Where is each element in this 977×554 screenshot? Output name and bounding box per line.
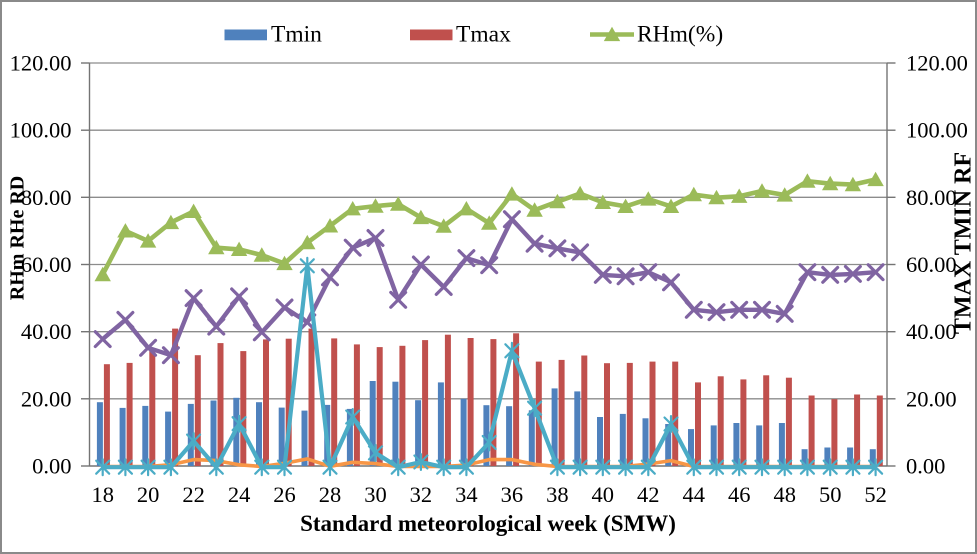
svg-text:20: 20 [137,482,160,507]
svg-text:50: 50 [819,482,842,507]
svg-text:24: 24 [228,482,251,507]
svg-text:60.00: 60.00 [906,252,957,277]
svg-text:38: 38 [546,482,569,507]
svg-text:40.00: 40.00 [906,319,957,344]
svg-text:0.00: 0.00 [32,454,71,479]
svg-text:Tmin: Tmin [271,22,322,48]
svg-text:0.00: 0.00 [906,454,945,479]
svg-text:TMAX TMIN RF: TMAX TMIN RF [951,152,977,334]
svg-text:26: 26 [273,482,296,507]
svg-text:32: 32 [410,482,433,507]
svg-text:RHm RHe RD: RHm RHe RD [7,176,29,300]
svg-text:40: 40 [592,482,615,507]
svg-text:100.00: 100.00 [906,118,968,143]
svg-text:42: 42 [637,482,660,507]
svg-text:100.00: 100.00 [10,118,72,143]
svg-text:20.00: 20.00 [906,386,957,411]
svg-text:120.00: 120.00 [906,51,968,76]
svg-text:Tmax: Tmax [456,22,511,48]
svg-text:80.00: 80.00 [906,185,957,210]
svg-text:48: 48 [773,482,796,507]
svg-text:20.00: 20.00 [21,386,72,411]
svg-text:46: 46 [728,482,751,507]
svg-text:36: 36 [501,482,524,507]
svg-text:120.00: 120.00 [10,51,72,76]
svg-text:34: 34 [455,482,478,507]
svg-text:RHm(%): RHm(%) [637,22,723,48]
svg-text:28: 28 [319,482,342,507]
svg-text:52: 52 [864,482,887,507]
svg-text:22: 22 [182,482,205,507]
svg-text:44: 44 [683,482,706,507]
svg-text:60.00: 60.00 [21,252,72,277]
svg-text:30: 30 [364,482,387,507]
svg-text:18: 18 [91,482,114,507]
svg-text:40.00: 40.00 [21,319,72,344]
svg-text:80.00: 80.00 [21,185,72,210]
svg-text:Standard meteorological week (: Standard meteorological week (SMW) [300,511,676,536]
